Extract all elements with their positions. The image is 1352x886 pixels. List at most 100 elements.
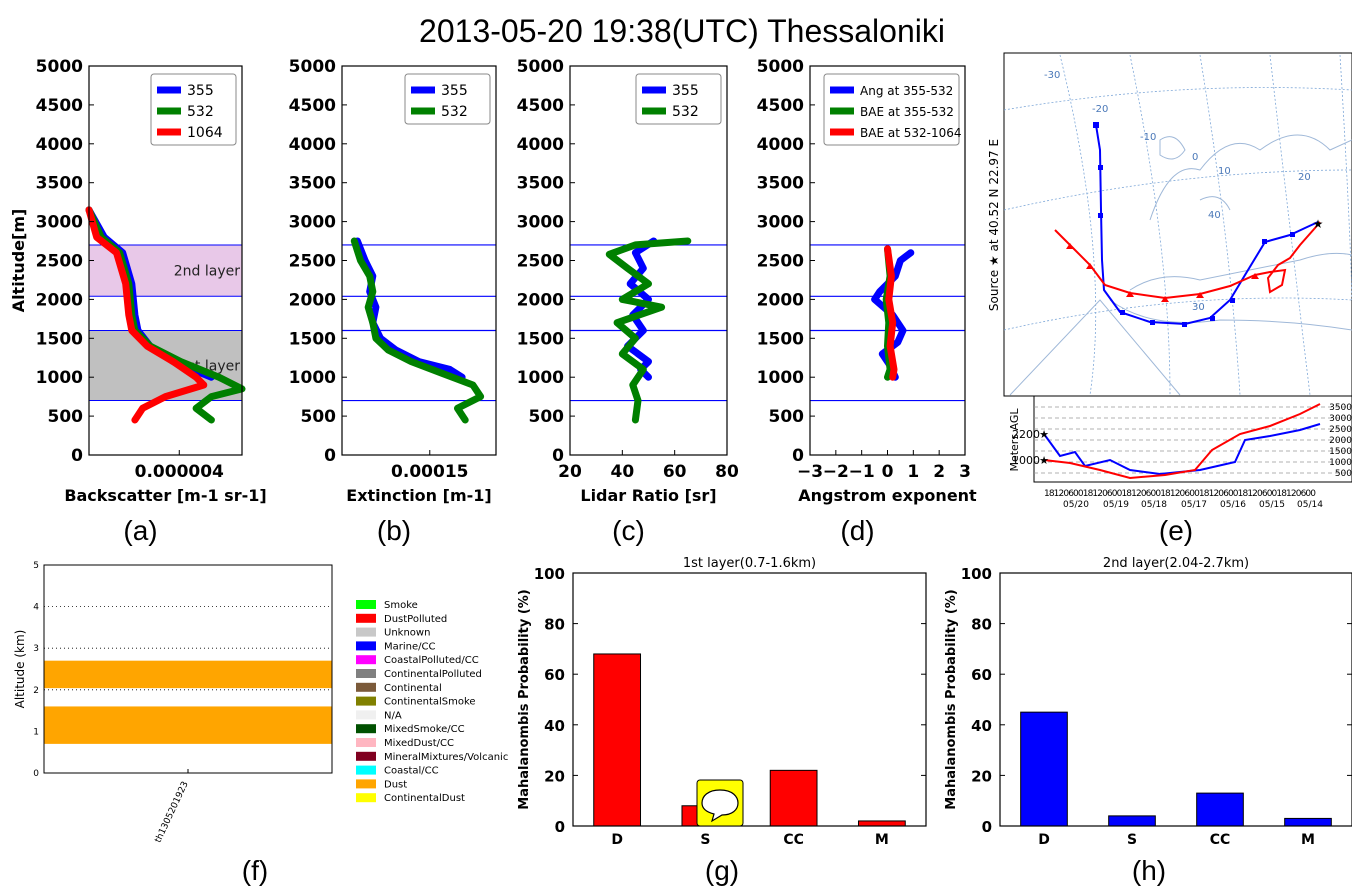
height-trace-2200 xyxy=(1043,423,1321,476)
legend-label: BAE at 355-532 xyxy=(860,105,954,119)
y-tick-label: 1000 xyxy=(36,368,83,388)
y-tick-label: 1500 xyxy=(757,329,804,349)
y-tick-label: 3 xyxy=(33,644,39,654)
y-tick-label: 2000 xyxy=(757,290,804,310)
chart-title: 2nd layer(2.04-2.7km) xyxy=(1103,556,1249,571)
dust-layer-bar xyxy=(44,660,332,689)
bar-D xyxy=(1020,711,1068,827)
y-tick-label: 5000 xyxy=(517,57,564,77)
legend-label: MineralMixtures/Volcanic xyxy=(384,752,508,763)
y-tick-label: 0 xyxy=(555,818,565,836)
probability-panel-g: D S CC M 0 20 40 60 80 100 1st layer(0.7-1.6km) Mah… xyxy=(517,556,927,886)
layer-label: 2nd layer xyxy=(174,264,240,280)
legend-label: Unknown xyxy=(384,628,430,639)
svg-text:05/15: 05/15 xyxy=(1259,500,1285,510)
legend-label: Dust xyxy=(384,779,407,790)
legend-swatch xyxy=(356,765,376,775)
series-line-355 xyxy=(353,237,466,381)
source-label: Source ★ at 40.52 N 22.97 E xyxy=(987,139,1001,311)
legend-label: N/A xyxy=(384,710,402,721)
y-tick-label: 4500 xyxy=(517,96,564,116)
legend-label: Marine/CC xyxy=(384,641,435,652)
x-tick-label: −2 xyxy=(823,462,849,482)
x-tick-label: 0.00015 xyxy=(391,462,468,482)
legend-box xyxy=(823,73,960,146)
layer-band xyxy=(89,330,242,401)
caption-h: (h) xyxy=(1132,855,1166,886)
caption-f: (f) xyxy=(242,855,268,886)
legend-label: ContinentalSmoke xyxy=(384,697,476,708)
legend-label: 355 xyxy=(672,83,699,99)
trajectory-1000 xyxy=(1054,221,1321,300)
height-trace-1000 xyxy=(1043,403,1321,480)
y-tick-label: 4000 xyxy=(517,135,564,155)
y-tick-label: 4000 xyxy=(36,135,83,155)
bar-S xyxy=(1108,815,1156,827)
y-tick-label: 0 xyxy=(71,446,83,466)
y-tick-label: 0 xyxy=(324,446,336,466)
height-star-icon: ★ xyxy=(1039,455,1049,467)
caption-d: (d) xyxy=(840,515,874,546)
trajectory-map: -30 -20 -10 0 10 20 30 40 ★ Source ★ at … xyxy=(987,52,1352,546)
y-tick-label: 2500 xyxy=(757,252,804,272)
legend-swatch xyxy=(356,641,376,651)
plot-frame xyxy=(572,572,927,827)
y-tick-label: 3000 xyxy=(289,213,336,233)
height-gridlines xyxy=(1034,406,1352,474)
legend-swatch xyxy=(356,655,376,665)
legend-label: BAE at 532-1064 xyxy=(860,126,961,140)
x-tick-label: CC xyxy=(1210,832,1231,848)
x-tick-label: 0.000004 xyxy=(135,462,224,482)
classification-panel-f: 0 1 2 3 4 5 Altitude (km) th1305201923 (f) Smoke D… xyxy=(13,561,508,886)
legend-label: CoastalPolluted/CC xyxy=(384,655,479,666)
y-tick-label: 2 xyxy=(33,686,39,696)
legend-label: 532 xyxy=(441,104,468,120)
x-axis-label: Angstrom exponent xyxy=(798,486,977,505)
series-line-532 xyxy=(350,237,485,424)
y-tick-label: 5000 xyxy=(289,57,336,77)
y-tick-label: 5000 xyxy=(36,57,83,77)
legend-label: MixedSmoke/CC xyxy=(384,724,465,735)
probability-panel-h: D S CC M 0 20 40 60 80 100 2nd layer(2.04-2.7km) Ma… xyxy=(944,556,1352,886)
date-ticks: 05/20 05/19 05/18 05/17 05/16 05/15 05/1… xyxy=(1063,500,1323,510)
svg-text:2200: 2200 xyxy=(1012,428,1040,441)
y-tick-label: 1000 xyxy=(757,368,804,388)
x-tick-label: 80 xyxy=(715,462,739,482)
legend-label: Continental xyxy=(384,683,442,694)
dust-layer-bar xyxy=(44,706,332,744)
svg-text:3500: 3500 xyxy=(1329,403,1352,413)
bar-CC xyxy=(769,769,818,827)
map-lon-labels: -30 -20 -10 0 10 20 30 40 xyxy=(1044,70,1311,313)
y-axis-label: Mahalanombis Probability (%) xyxy=(517,589,532,809)
x-tick-label: M xyxy=(875,832,889,848)
bar-CC xyxy=(1196,792,1244,827)
y-tick-label: 5000 xyxy=(757,57,804,77)
svg-text:05/16: 05/16 xyxy=(1220,500,1246,510)
svg-text:3000: 3000 xyxy=(1329,414,1352,424)
y-tick-label: 4500 xyxy=(36,96,83,116)
x-tick-label: 3 xyxy=(959,462,971,482)
y-tick-label: 4000 xyxy=(757,135,804,155)
x-tick-label: S xyxy=(700,832,710,848)
legend-label: ContinentalPolluted xyxy=(384,669,482,680)
x-tick-label: −3 xyxy=(797,462,823,482)
bar-D xyxy=(593,653,642,827)
x-tick-label: −1 xyxy=(849,462,875,482)
x-axis-label: Lidar Ratio [sr] xyxy=(580,486,716,505)
legend-swatch xyxy=(356,751,376,761)
x-tick-label: 1 xyxy=(907,462,919,482)
y-tick-label: 0 xyxy=(552,446,564,466)
y-tick-label: 3000 xyxy=(757,213,804,233)
svg-text:0: 0 xyxy=(1192,152,1198,163)
legend-label: MixedDust/CC xyxy=(384,738,454,749)
y-tick-label: 60 xyxy=(971,666,992,684)
y-tick-label: 0 xyxy=(33,769,39,779)
legend-label: DustPolluted xyxy=(384,614,447,625)
y-axis-label: Altitude (km) xyxy=(13,630,27,709)
caption-g: (g) xyxy=(705,855,739,886)
chat-bubble-icon[interactable] xyxy=(696,779,744,827)
height-star-icon: ★ xyxy=(1039,429,1049,441)
legend-swatch xyxy=(356,600,376,609)
